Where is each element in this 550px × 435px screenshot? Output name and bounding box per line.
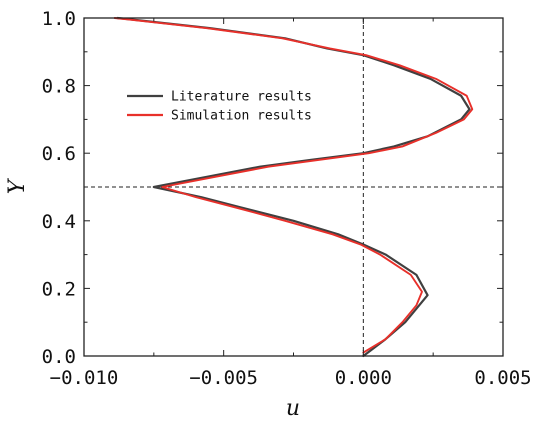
series-layer [113, 16, 474, 358]
y-tick-label: 0.8 [42, 76, 76, 98]
x-tick-label: 0.005 [474, 367, 531, 389]
series-line-literature-results [116, 16, 471, 358]
y-tick-label: 1.0 [42, 8, 76, 30]
series-line-simulation-results [113, 17, 474, 354]
legend: Literature results Simulation results [127, 90, 312, 124]
reference-lines [84, 18, 503, 356]
plot-frame [83, 17, 504, 357]
y-tick-label: 0.0 [42, 346, 76, 368]
y-tick-label: 0.4 [42, 211, 76, 233]
y-axis-label: Y [5, 177, 30, 194]
y-tick-labels: 0.0 0.2 0.4 0.6 0.8 1.0 [42, 8, 76, 368]
axis-ticks [83, 17, 504, 357]
y-tick-label: 0.6 [42, 143, 76, 165]
x-tick-labels: −0.010 −0.005 0.000 0.005 [50, 367, 532, 389]
y-tick-label: 0.2 [42, 278, 76, 300]
x-axis-label: u [286, 396, 300, 421]
x-tick-label: −0.005 [189, 367, 258, 389]
legend-label: Literature results [171, 90, 312, 105]
x-tick-label: −0.010 [50, 367, 119, 389]
x-tick-label: 0.000 [335, 367, 392, 389]
legend-label: Simulation results [171, 109, 312, 124]
